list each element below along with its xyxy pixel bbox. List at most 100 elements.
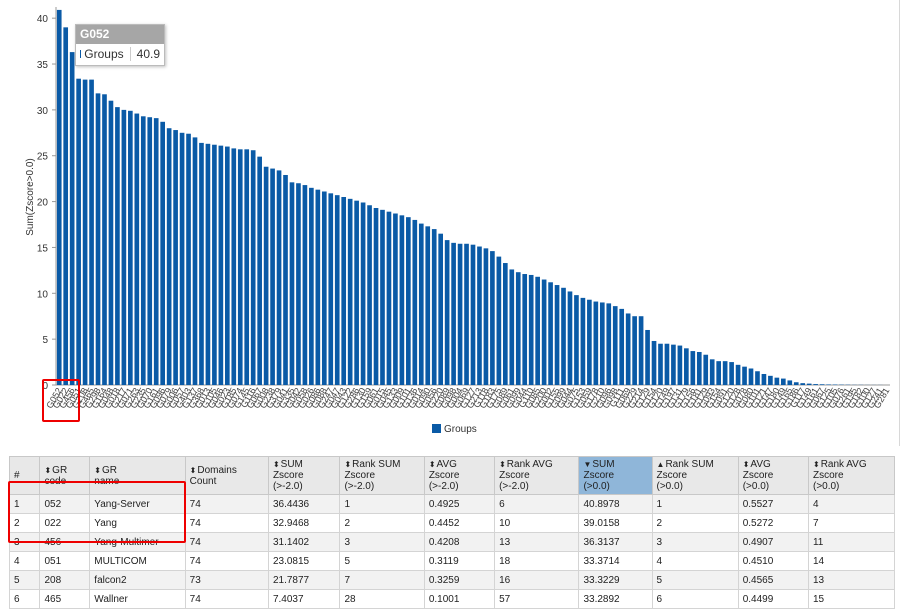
bar[interactable] [206,144,211,385]
bar[interactable] [251,150,256,385]
bar[interactable] [393,214,398,385]
bar[interactable] [277,170,282,385]
bar[interactable] [665,344,670,385]
bar[interactable] [303,185,308,385]
bar[interactable] [800,383,805,385]
bar[interactable] [348,199,353,385]
bar[interactable] [684,348,689,385]
bar[interactable] [154,118,159,385]
bar[interactable] [794,382,799,385]
bar[interactable] [225,147,230,385]
bar[interactable] [193,137,198,385]
bar[interactable] [529,275,534,385]
bar[interactable] [309,188,314,385]
bar[interactable] [341,197,346,385]
bar[interactable] [542,280,547,385]
bar[interactable] [606,303,611,385]
bar[interactable] [652,341,657,385]
bar[interactable] [322,191,327,385]
bar[interactable] [678,346,683,385]
bar[interactable] [581,298,586,385]
bar[interactable] [587,300,592,385]
bar[interactable] [199,143,204,385]
bar[interactable] [387,212,392,385]
bar[interactable] [316,190,321,385]
bar[interactable] [768,376,773,385]
bar[interactable] [451,243,456,385]
bar[interactable] [826,384,831,385]
bar[interactable] [76,79,81,385]
bar[interactable] [141,116,146,385]
bar[interactable] [432,229,437,385]
bar[interactable] [516,272,521,385]
bar[interactable] [406,217,411,385]
bar[interactable] [484,248,489,385]
bar[interactable] [464,244,469,385]
bar[interactable] [613,306,618,385]
bar[interactable] [697,352,702,385]
bar[interactable] [503,263,508,385]
column-header-9[interactable]: ▲Rank SUM Zscore(>0.0) [652,457,738,495]
bar[interactable] [568,291,573,385]
bar[interactable] [380,210,385,385]
bar[interactable] [600,302,605,385]
bar[interactable] [173,130,178,385]
column-header-10[interactable]: ⬍AVG Zscore(>0.0) [738,457,808,495]
column-header-4[interactable]: ⬍SUM Zscore(>-2.0) [268,457,340,495]
bar[interactable] [128,111,133,385]
bar[interactable] [257,157,262,385]
bar[interactable] [645,330,650,385]
bar[interactable] [477,247,482,385]
bar[interactable] [781,379,786,385]
bar[interactable] [574,295,579,385]
bar[interactable] [626,313,631,385]
bar[interactable] [134,114,139,385]
bar[interactable] [122,110,127,385]
bar[interactable] [632,316,637,385]
bar[interactable] [535,277,540,385]
bar[interactable] [490,251,495,385]
bar[interactable] [425,226,430,385]
bar[interactable] [813,384,818,385]
bar[interactable] [755,371,760,385]
bar[interactable] [296,183,301,385]
column-header-11[interactable]: ⬍Rank AVG Zscore(>0.0) [808,457,894,495]
bar[interactable] [736,365,741,385]
bar[interactable] [787,380,792,385]
bar[interactable] [147,117,152,385]
bar[interactable] [102,94,107,385]
bar[interactable] [703,355,708,385]
bar[interactable] [509,269,514,385]
bar[interactable] [775,378,780,385]
bar[interactable] [290,182,295,385]
bar[interactable] [690,351,695,385]
bar[interactable] [115,107,120,385]
bar[interactable] [716,361,721,385]
bar[interactable] [231,148,236,385]
bar[interactable] [412,220,417,385]
bar[interactable] [109,101,114,385]
bar[interactable] [238,149,243,385]
bar[interactable] [548,282,553,385]
column-header-6[interactable]: ⬍AVG Zscore(>-2.0) [424,457,494,495]
bar[interactable] [367,205,372,385]
bar[interactable] [820,384,825,385]
column-header-8[interactable]: ▼SUM Zscore(>0.0) [579,457,652,495]
column-header-3[interactable]: ⬍Domains Count [185,457,268,495]
bar[interactable] [96,93,101,385]
bar[interactable] [180,133,185,385]
bar[interactable] [742,367,747,385]
bar[interactable] [354,201,359,385]
bar[interactable] [219,146,224,385]
bar[interactable] [710,359,715,385]
bar[interactable] [619,309,624,385]
bar[interactable] [244,149,249,385]
bar[interactable] [471,245,476,385]
bar[interactable] [57,10,62,385]
bar[interactable] [445,240,450,385]
bar[interactable] [212,145,217,385]
column-header-5[interactable]: ⬍Rank SUM Zscore(>-2.0) [340,457,424,495]
